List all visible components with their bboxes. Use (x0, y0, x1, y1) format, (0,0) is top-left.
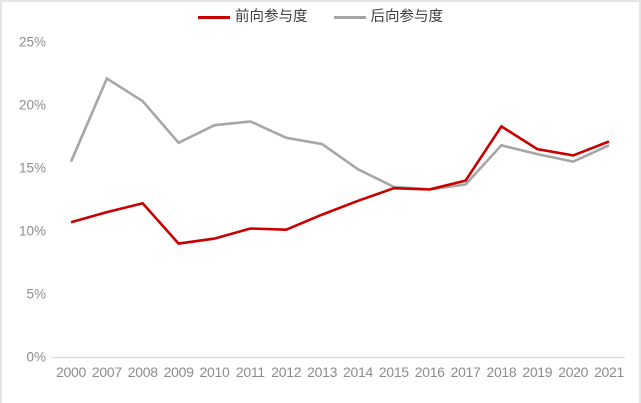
chart-legend: 前向参与度 后向参与度 (2, 10, 639, 25)
y-tick-label: 15% (19, 161, 46, 176)
y-tick-label: 20% (19, 98, 46, 113)
x-tick-label: 2019 (522, 364, 552, 380)
x-tick-label: 2009 (164, 364, 194, 380)
x-tick-label: 2021 (594, 364, 624, 380)
x-tick-label: 2000 (56, 364, 86, 380)
x-tick-label: 2013 (307, 364, 337, 380)
x-tick-label: 2007 (92, 364, 122, 380)
x-tick-label: 2014 (343, 364, 373, 380)
y-tick-label: 0% (26, 350, 46, 365)
legend-item-forward: 前向参与度 (198, 10, 308, 25)
x-tick-label: 2011 (236, 364, 265, 380)
x-tick-label: 2012 (271, 364, 301, 380)
x-tick-label: 2016 (415, 364, 445, 380)
legend-line-swatch-forward (198, 15, 230, 19)
series-line-forward (70, 124, 610, 245)
x-tick-label: 2008 (128, 364, 158, 380)
y-tick-label: 5% (26, 287, 46, 302)
y-tick-label: 10% (19, 224, 46, 239)
x-tick-label: 2015 (379, 364, 409, 380)
y-tick-label: 25% (19, 35, 46, 50)
series-line-backward (69, 76, 610, 191)
legend-line-swatch-backward (333, 15, 366, 19)
x-tick-label: 2020 (558, 364, 588, 380)
legend-label-backward: 后向参与度 (370, 9, 444, 25)
x-tick-label: 2018 (486, 364, 516, 380)
x-tick-label: 2010 (200, 364, 230, 380)
legend-item-backward: 后向参与度 (333, 9, 444, 25)
x-tick-label: 2017 (451, 364, 481, 380)
legend-label-forward: 前向参与度 (235, 9, 308, 25)
